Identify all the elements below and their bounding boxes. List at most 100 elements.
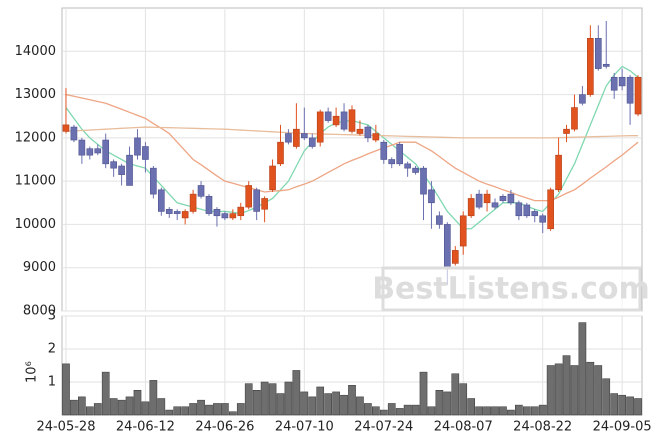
volume-bar — [356, 396, 364, 416]
candle-body — [126, 154, 133, 186]
candle-body — [539, 215, 547, 223]
candle-body — [388, 159, 396, 165]
volume-bar — [228, 411, 237, 416]
candle-body — [332, 115, 340, 126]
volume-bar — [133, 390, 142, 416]
candle-body — [563, 128, 570, 134]
volume-bar — [300, 391, 309, 416]
candle-body — [483, 193, 491, 204]
candle-body — [245, 185, 253, 208]
candle-body — [491, 202, 499, 208]
candle-body — [308, 137, 316, 147]
candle-body — [547, 189, 554, 230]
volume-bar — [419, 371, 428, 416]
volume-bar — [244, 383, 253, 416]
candle-body — [110, 161, 117, 169]
candle-body — [451, 250, 459, 264]
volume-bar — [197, 399, 205, 416]
volume-bar — [530, 406, 539, 416]
candle-body — [348, 109, 356, 132]
x-tick-label: 24-07-10 — [275, 420, 334, 435]
volume-bar — [332, 391, 340, 416]
candle-body — [261, 198, 268, 210]
candle-body — [150, 167, 157, 195]
volume-bar — [125, 396, 134, 416]
candle-body — [475, 193, 483, 208]
volume-bar — [602, 378, 611, 416]
volume-bar — [546, 365, 555, 416]
candle-body — [340, 111, 348, 130]
volume-bar — [70, 399, 78, 416]
volume-bar — [610, 393, 619, 416]
volume-bar — [260, 381, 269, 416]
candle-body — [555, 154, 562, 191]
candle-body — [626, 76, 634, 104]
volume-bar — [316, 386, 325, 416]
candle-body — [459, 215, 467, 247]
volume-bar — [109, 398, 118, 416]
volume-bar — [181, 406, 189, 416]
volume-bar — [173, 406, 182, 416]
candle-body — [634, 76, 642, 115]
plot-frame — [61, 7, 643, 312]
volume-bar — [149, 380, 158, 416]
volume-bar — [626, 396, 634, 416]
candle-body — [356, 128, 364, 134]
volume-bar — [451, 373, 460, 416]
volume-bar — [372, 406, 380, 416]
candle-body — [618, 76, 626, 87]
candle-body — [189, 193, 197, 212]
candle-body — [372, 133, 380, 141]
y-tick-label: 10000 — [15, 217, 56, 232]
volume-bar — [443, 391, 452, 416]
y-tick-label: 8000 — [23, 304, 56, 319]
volume-bar — [276, 393, 285, 416]
y-tick-label: 13000 — [15, 87, 56, 102]
candle-body — [531, 211, 539, 217]
candle-body — [324, 111, 332, 121]
y-axis-label: 10⁶ — [25, 361, 40, 383]
candle-body — [205, 195, 213, 214]
x-tick-label: 24-05-28 — [36, 420, 95, 435]
candle-body — [301, 133, 308, 139]
volume-bar — [85, 406, 94, 416]
candle-body — [316, 111, 324, 143]
volume-bar — [101, 371, 110, 416]
volume-bar — [93, 403, 102, 416]
candle-body — [507, 193, 515, 204]
volume-bar — [62, 363, 70, 416]
volume-bar — [205, 404, 213, 416]
volume-bar — [221, 403, 229, 416]
volume-bar — [578, 322, 587, 416]
candle-body — [515, 202, 523, 217]
volume-bar — [252, 390, 261, 416]
volume-bar — [618, 394, 626, 416]
moving-average-line — [65, 93, 639, 202]
candle-body — [602, 63, 610, 67]
volume-bar — [379, 409, 388, 416]
candle-body — [277, 141, 284, 165]
candle-body — [70, 126, 78, 141]
volume-bar — [475, 406, 483, 416]
volume-bar — [586, 361, 595, 416]
candle-body — [157, 189, 165, 212]
volume-bar — [189, 403, 197, 416]
y-tick-label: 1 — [48, 375, 56, 390]
volume-bar — [491, 406, 499, 416]
volume-bar — [284, 381, 293, 416]
candle-body — [499, 195, 507, 201]
candle-body — [102, 139, 110, 165]
candle-body — [420, 167, 427, 195]
candle-body — [173, 211, 181, 214]
y-tick-label: 11000 — [15, 174, 56, 189]
candle-body — [197, 185, 205, 197]
candle-body — [428, 189, 435, 204]
x-tick-label: 24-06-26 — [195, 420, 254, 435]
volume-bar — [213, 403, 221, 416]
candle-body — [118, 165, 125, 175]
x-tick-label: 24-07-24 — [354, 420, 413, 435]
candle-body — [396, 144, 403, 165]
x-tick-label: 24-09-05 — [593, 420, 652, 435]
candle-body — [94, 148, 102, 154]
